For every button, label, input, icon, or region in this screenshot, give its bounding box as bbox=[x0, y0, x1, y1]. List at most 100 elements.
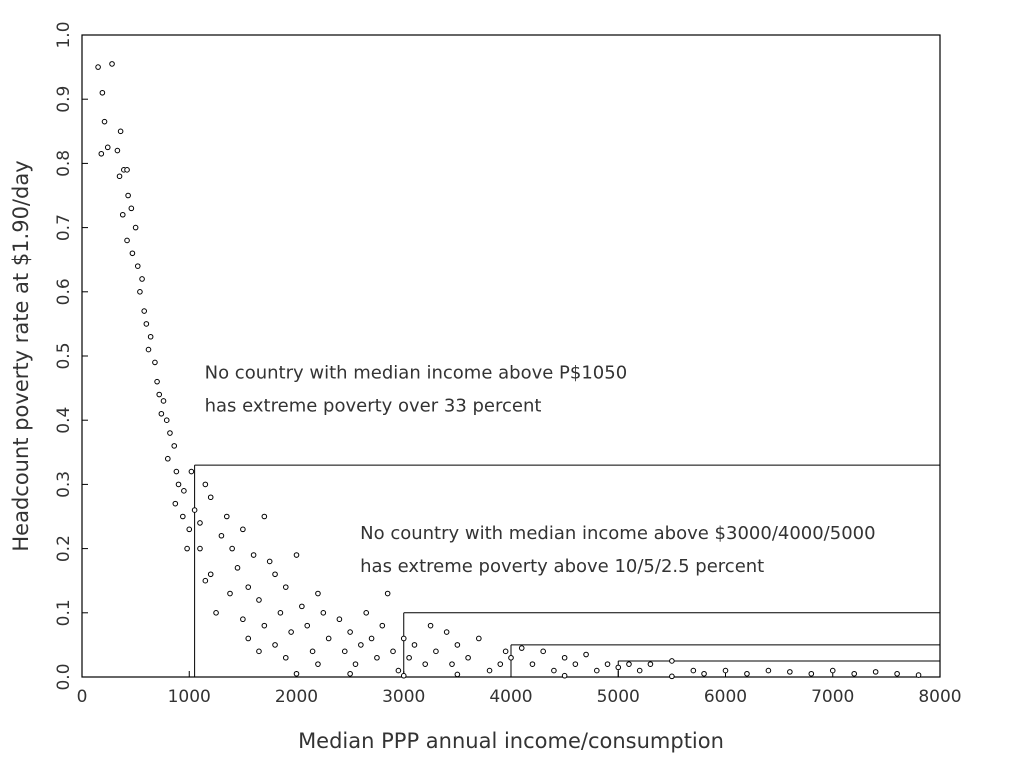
y-tick-label: 0.1 bbox=[54, 599, 74, 626]
data-point bbox=[256, 597, 262, 603]
data-point bbox=[540, 648, 546, 655]
data-point bbox=[95, 64, 101, 70]
data-point bbox=[347, 670, 353, 677]
data-point bbox=[173, 468, 180, 475]
data-point bbox=[171, 443, 178, 449]
data-point bbox=[400, 635, 407, 642]
data-point bbox=[266, 558, 273, 565]
data-point bbox=[454, 642, 461, 648]
data-point bbox=[363, 610, 370, 616]
data-point bbox=[315, 661, 321, 667]
data-point bbox=[139, 276, 145, 282]
y-tick-label: 0.2 bbox=[54, 535, 74, 562]
y-tick-label: 0.5 bbox=[54, 342, 74, 369]
data-point bbox=[384, 590, 391, 597]
data-point bbox=[604, 661, 611, 667]
data-point bbox=[304, 622, 311, 629]
data-point bbox=[141, 308, 148, 314]
data-point bbox=[197, 520, 203, 526]
data-point bbox=[137, 289, 143, 295]
data-point bbox=[325, 635, 332, 642]
data-point bbox=[240, 526, 246, 533]
y-tick-label: 0.4 bbox=[54, 407, 74, 434]
data-point bbox=[808, 670, 815, 677]
data-point bbox=[245, 635, 252, 642]
annotation: has extreme poverty over 33 percent bbox=[205, 396, 542, 417]
data-point bbox=[636, 667, 643, 674]
x-tick-label: 7000 bbox=[811, 687, 854, 707]
data-point bbox=[261, 622, 268, 629]
data-point bbox=[422, 661, 429, 667]
data-point bbox=[347, 629, 353, 635]
data-point bbox=[465, 654, 471, 661]
data-point bbox=[851, 670, 858, 677]
data-point bbox=[288, 629, 294, 635]
data-point bbox=[476, 635, 482, 642]
data-point bbox=[529, 661, 536, 667]
data-point bbox=[128, 205, 135, 212]
data-point bbox=[293, 670, 300, 677]
data-point bbox=[626, 661, 632, 667]
data-point bbox=[218, 532, 225, 539]
data-point bbox=[341, 648, 348, 655]
annotation: No country with median income above P$10… bbox=[205, 363, 628, 384]
x-tick-label: 8000 bbox=[918, 687, 961, 707]
data-point bbox=[379, 622, 386, 629]
data-point bbox=[163, 417, 170, 424]
x-tick-label: 2000 bbox=[275, 687, 318, 707]
data-point bbox=[454, 671, 461, 678]
data-point bbox=[282, 654, 289, 661]
data-point bbox=[390, 648, 396, 655]
data-point bbox=[433, 648, 439, 655]
data-point bbox=[180, 513, 186, 520]
data-point bbox=[165, 455, 171, 462]
data-point bbox=[299, 603, 305, 610]
data-point bbox=[701, 670, 707, 677]
data-point bbox=[336, 616, 343, 623]
y-axis-label: Headcount poverty rate at $1.90/day bbox=[9, 160, 33, 551]
data-point bbox=[427, 622, 434, 629]
data-point bbox=[234, 565, 241, 571]
data-point bbox=[207, 571, 214, 578]
data-point bbox=[374, 654, 380, 661]
data-point bbox=[191, 507, 198, 513]
x-tick-label: 1000 bbox=[168, 687, 211, 707]
data-point bbox=[400, 672, 407, 679]
data-point bbox=[117, 128, 124, 135]
y-tick-label: 0.3 bbox=[54, 471, 74, 498]
data-point bbox=[486, 667, 493, 674]
data-point bbox=[240, 616, 246, 623]
data-point bbox=[119, 211, 126, 218]
data-point bbox=[229, 545, 235, 552]
x-tick-label: 6000 bbox=[704, 687, 747, 707]
data-point bbox=[125, 192, 131, 199]
data-point bbox=[765, 667, 772, 674]
x-tick-label: 3000 bbox=[382, 687, 425, 707]
data-point bbox=[116, 173, 123, 180]
data-point bbox=[368, 635, 375, 642]
data-point bbox=[109, 61, 115, 67]
data-point bbox=[690, 667, 697, 674]
data-point bbox=[98, 150, 105, 157]
data-point bbox=[395, 667, 402, 674]
data-point bbox=[872, 669, 879, 675]
data-point bbox=[197, 545, 203, 552]
data-point bbox=[722, 667, 729, 674]
data-point bbox=[227, 590, 233, 597]
data-point bbox=[186, 526, 193, 533]
data-point bbox=[594, 667, 600, 674]
y-tick-label: 0.7 bbox=[54, 214, 74, 241]
data-point bbox=[508, 654, 514, 661]
data-point bbox=[443, 629, 450, 635]
data-point bbox=[669, 673, 675, 680]
data-point bbox=[518, 645, 525, 651]
data-point bbox=[309, 648, 316, 655]
data-point bbox=[167, 430, 173, 436]
data-point bbox=[175, 481, 182, 488]
data-point bbox=[583, 651, 589, 658]
data-point bbox=[669, 658, 675, 664]
y-tick-label: 0.0 bbox=[54, 663, 74, 690]
data-point bbox=[188, 468, 195, 475]
